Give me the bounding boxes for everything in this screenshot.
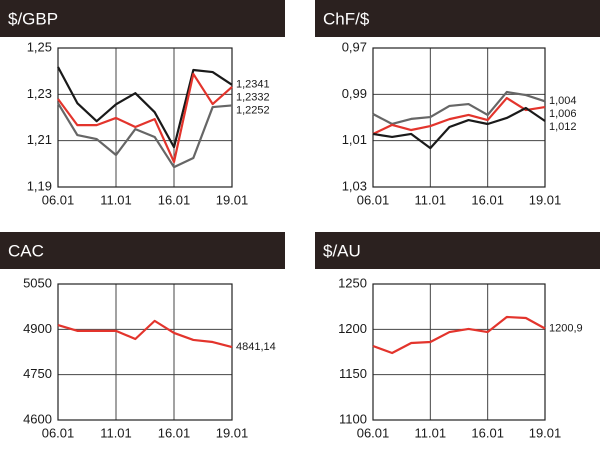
y-tick-label: 0,99 (342, 86, 367, 101)
plot-frame (57, 47, 233, 188)
x-tick-label: 16.01 (471, 425, 504, 440)
plot-frame (372, 47, 546, 188)
x-tick-label: 16.01 (158, 425, 191, 440)
panel-header (0, 232, 285, 269)
x-tick-label: 19.01 (529, 192, 562, 207)
chart-title: ChF/$ (323, 9, 370, 28)
y-tick-label: 4600 (23, 411, 52, 426)
chart-title: CAC (8, 241, 44, 260)
y-tick-label: 1250 (338, 275, 367, 290)
x-tick-label: 11.01 (415, 425, 447, 440)
x-tick-label: 19.01 (216, 425, 249, 440)
data-line (372, 90, 546, 126)
x-tick-label: 16.01 (158, 192, 191, 207)
panel-header (315, 232, 600, 269)
x-tick-label: 16.01 (471, 192, 504, 207)
y-tick-label: 4750 (23, 366, 52, 381)
y-tick-label: 1,01 (342, 132, 367, 147)
x-tick-label: 11.01 (415, 192, 447, 207)
y-tick-label: 1200 (338, 321, 367, 336)
x-tick-label: 11.01 (100, 192, 132, 207)
x-tick-label: 19.01 (529, 425, 562, 440)
x-tick-label: 06.01 (42, 192, 75, 207)
x-tick-label: 06.01 (357, 425, 390, 440)
y-tick-label: 1150 (339, 366, 367, 381)
value-label: 4841,14 (236, 341, 276, 353)
value-label: 1,006 (549, 108, 577, 120)
y-tick-label: 4900 (23, 321, 52, 336)
panel-header (0, 0, 285, 37)
data-line (57, 102, 233, 169)
value-label: 1,012 (549, 121, 577, 133)
data-line (57, 72, 233, 164)
data-line (57, 319, 233, 349)
y-tick-label: 1,23 (27, 86, 52, 101)
value-label: 1,2341 (236, 79, 270, 91)
x-tick-label: 19.01 (216, 192, 249, 207)
value-label: 1,2332 (236, 92, 270, 104)
plot-frame (372, 283, 546, 421)
plot-frame (57, 283, 233, 421)
y-tick-label: 1,21 (27, 132, 52, 147)
y-tick-label: 0,97 (342, 39, 367, 54)
value-label: 1,2252 (236, 105, 270, 117)
data-line (372, 315, 546, 355)
data-line (372, 96, 546, 135)
data-line (372, 106, 546, 150)
x-tick-label: 06.01 (357, 192, 390, 207)
value-label: 1,004 (549, 95, 577, 107)
chart-title: $/AU (323, 241, 361, 260)
value-label: 1200,9 (549, 322, 583, 334)
chart-title: $/GBP (8, 9, 58, 28)
y-tick-label: 1100 (339, 411, 367, 426)
y-tick-label: 1,03 (342, 178, 367, 193)
data-line (57, 66, 233, 149)
y-tick-label: 1,19 (27, 178, 52, 193)
x-tick-label: 11.01 (100, 425, 132, 440)
y-tick-label: 5050 (23, 275, 52, 290)
y-tick-label: 1,25 (27, 39, 52, 54)
x-tick-label: 06.01 (42, 425, 75, 440)
panel-header (315, 0, 600, 37)
